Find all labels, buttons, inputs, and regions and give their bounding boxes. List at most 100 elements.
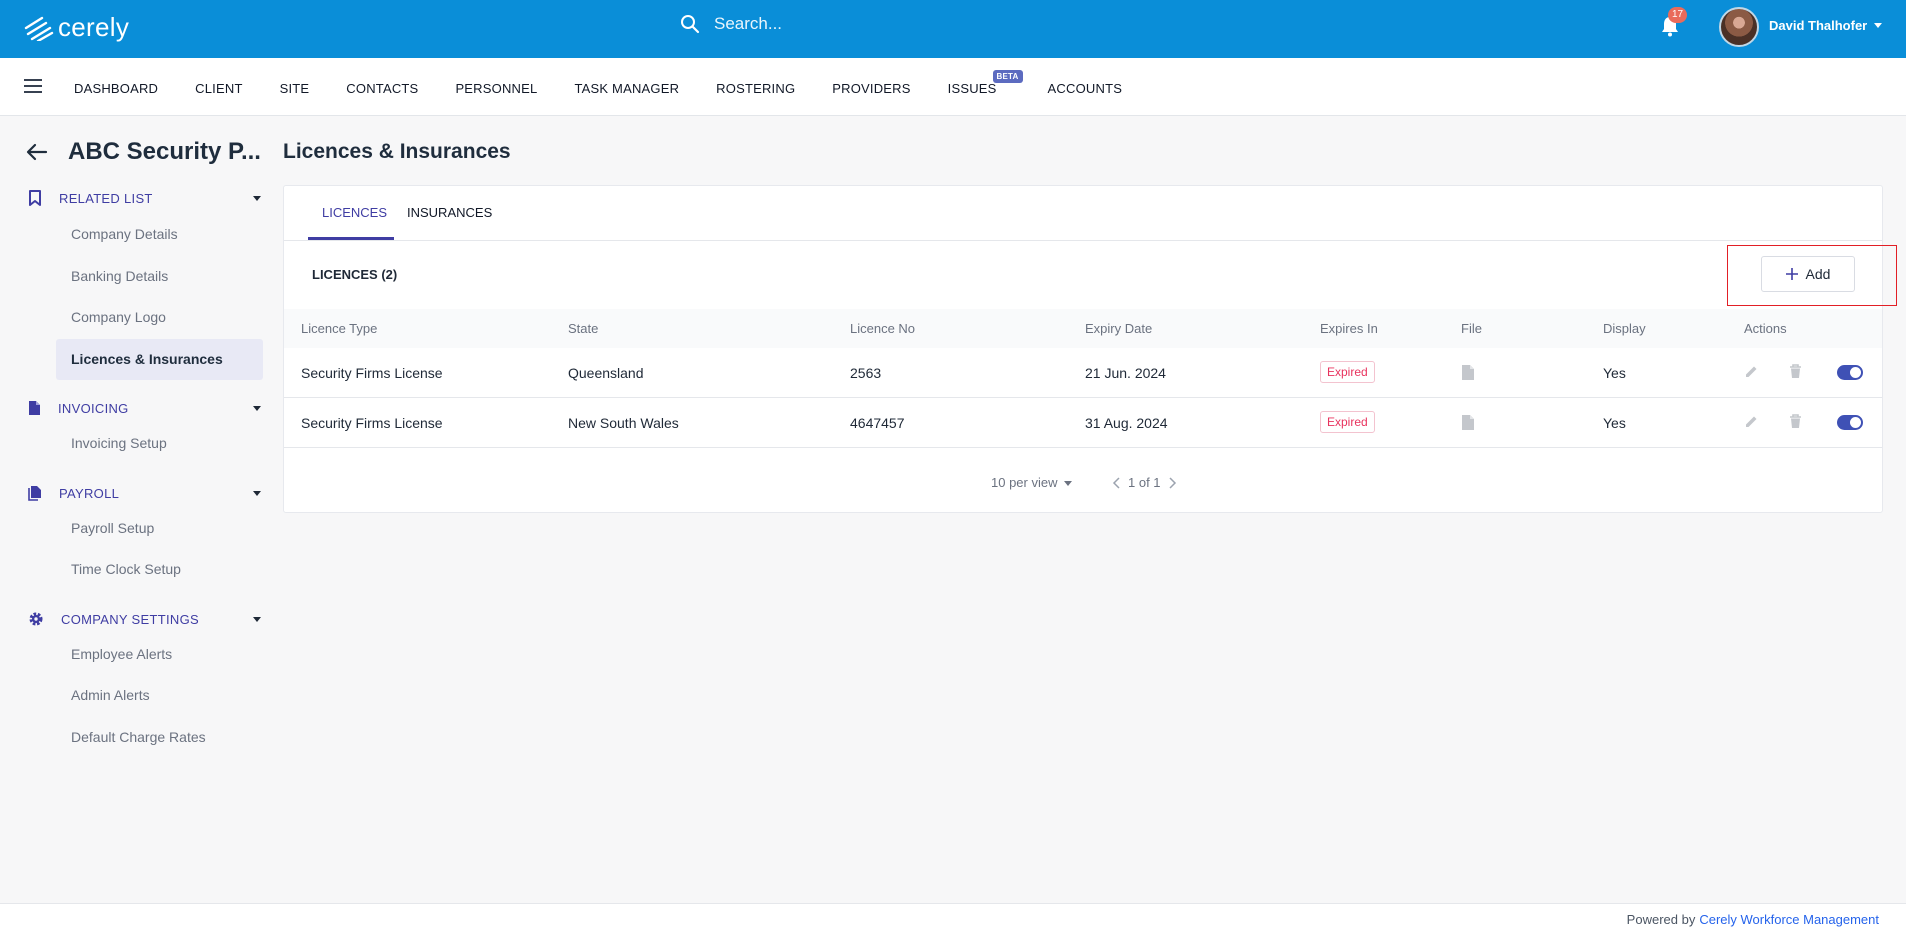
nav-personnel[interactable]: PERSONNEL [455,81,538,96]
table-row[interactable]: Security Firms License Queensland 2563 2… [284,348,1882,398]
nav-dashboard[interactable]: DASHBOARD [74,81,159,96]
sidebar-item-time-clock-setup[interactable]: Time Clock Setup [71,561,181,577]
nav-site[interactable]: SITE [279,81,310,96]
footer: Powered by Cerely Workforce Management [0,903,1906,933]
page-title: Licences & Insurances [283,140,511,163]
section-company-settings[interactable]: COMPANY SETTINGS [28,611,262,627]
column-licence-type[interactable]: Licence Type [301,321,378,336]
file-icon[interactable] [1461,414,1475,431]
section-invoicing[interactable]: INVOICING [28,400,262,416]
expired-badge: Expired [1320,361,1375,383]
section-payroll[interactable]: PAYROLL [28,485,262,501]
section-label: INVOICING [58,400,129,416]
logo-text: cerely [58,12,130,42]
cell-expiry-date: 21 Jun. 2024 [1085,365,1166,381]
chevron-down-icon[interactable] [252,615,262,623]
table-row[interactable]: Security Firms License New South Wales 4… [284,398,1882,448]
sidebar-item-licences-insurances[interactable]: Licences & Insurances [56,339,263,380]
display-toggle[interactable] [1837,415,1863,430]
chevron-down-icon[interactable] [252,404,262,412]
footer-link[interactable]: Cerely Workforce Management [1699,912,1879,927]
search-input[interactable]: Search... [714,14,783,33]
column-state[interactable]: State [568,321,599,336]
display-toggle[interactable] [1837,365,1863,380]
powered-by: Powered by Cerely Workforce Management [1627,912,1879,927]
column-expires-in[interactable]: Expires In [1320,321,1378,336]
sidebar-item-payroll-setup[interactable]: Payroll Setup [71,520,155,536]
section-label: COMPANY SETTINGS [61,611,199,627]
nav-issues[interactable]: ISSUES BETA [947,70,1023,96]
back-arrow-icon[interactable] [26,143,48,161]
nav-client[interactable]: CLIENT [195,81,243,96]
sidebar-item-company-details[interactable]: Company Details [71,226,178,242]
cell-state: Queensland [568,365,644,381]
nav-contacts[interactable]: CONTACTS [346,81,419,96]
nav-accounts[interactable]: ACCOUNTS [1047,81,1123,96]
sidebar-item-admin-alerts[interactable]: Admin Alerts [71,687,150,703]
top-bar: cerely Search... 17 David Thalhofer [0,0,1906,58]
cell-display: Yes [1603,365,1626,381]
tab-bar: LICENCES INSURANCES [284,186,1882,241]
global-search[interactable]: Search... [680,14,782,34]
nav-task-manager[interactable]: TASK MANAGER [574,81,680,96]
chevron-right-icon[interactable] [1167,476,1177,489]
chevron-down-icon[interactable] [252,489,262,497]
add-button-highlight [1727,245,1897,306]
sidebar-item-employee-alerts[interactable]: Employee Alerts [71,646,173,662]
trash-icon[interactable] [1789,414,1802,429]
licences-card: LICENCES INSURANCES LICENCES (2) Add Lic… [283,185,1883,513]
gear-icon [29,612,43,626]
plus-icon [1785,268,1798,280]
column-display[interactable]: Display [1603,321,1646,336]
cell-display: Yes [1603,415,1626,431]
document-icon [29,401,40,415]
documents-icon [28,486,41,501]
bookmark-icon [29,190,41,206]
tab-licences[interactable]: LICENCES [322,205,388,220]
add-licence-button[interactable]: Add [1761,256,1855,292]
sidebar: ABC Security P... RELATED LIST Company D… [0,116,270,903]
beta-badge: BETA [992,70,1023,83]
file-icon[interactable] [1461,364,1475,381]
company-name: ABC Security P... [68,138,261,165]
chevron-left-icon[interactable] [1112,476,1122,489]
sidebar-item-company-logo[interactable]: Company Logo [71,309,166,325]
per-view-select[interactable]: 10 per view [991,475,1073,490]
active-tab-indicator [308,237,394,240]
expired-badge: Expired [1320,411,1375,433]
search-icon [681,15,700,34]
main-nav: DASHBOARD CLIENT SITE CONTACTS PERSONNEL… [0,58,1906,116]
section-related-list[interactable]: RELATED LIST [28,190,262,206]
sidebar-item-banking-details[interactable]: Banking Details [71,268,169,284]
nav-providers[interactable]: PROVIDERS [832,81,911,96]
pagination: 1 of 1 [1112,475,1177,490]
edit-icon[interactable] [1744,414,1759,429]
column-file[interactable]: File [1461,321,1482,336]
chevron-down-icon[interactable] [1872,20,1884,30]
user-name[interactable]: David Thalhofer [1769,18,1868,33]
nav-items: DASHBOARD CLIENT SITE CONTACTS PERSONNEL… [74,70,1159,96]
table-header: Licence Type State Licence No Expiry Dat… [284,309,1882,348]
cell-licence-type: Security Firms License [301,415,443,431]
avatar[interactable] [1719,7,1759,47]
add-button-label: Add [1805,266,1831,282]
cell-licence-no: 4647457 [850,415,905,431]
tab-insurances[interactable]: INSURANCES [407,205,493,220]
nav-issues-label: ISSUES [947,81,997,96]
chevron-down-icon [1064,480,1073,486]
cell-expiry-date: 31 Aug. 2024 [1085,415,1168,431]
sidebar-item-default-charge-rates[interactable]: Default Charge Rates [71,729,206,745]
notification-badge: 17 [1668,7,1687,23]
powered-by-label: Powered by [1626,912,1696,927]
column-licence-no[interactable]: Licence No [850,321,916,336]
menu-icon[interactable] [24,79,42,93]
nav-rostering[interactable]: ROSTERING [716,81,796,96]
per-view-label: 10 per view [991,475,1058,490]
page-info: 1 of 1 [1128,475,1161,490]
trash-icon[interactable] [1789,364,1802,379]
edit-icon[interactable] [1744,364,1759,379]
cerely-logo[interactable]: cerely [24,12,129,43]
sidebar-item-invoicing-setup[interactable]: Invoicing Setup [71,435,167,451]
chevron-down-icon[interactable] [252,194,262,202]
column-expiry-date[interactable]: Expiry Date [1085,321,1153,336]
